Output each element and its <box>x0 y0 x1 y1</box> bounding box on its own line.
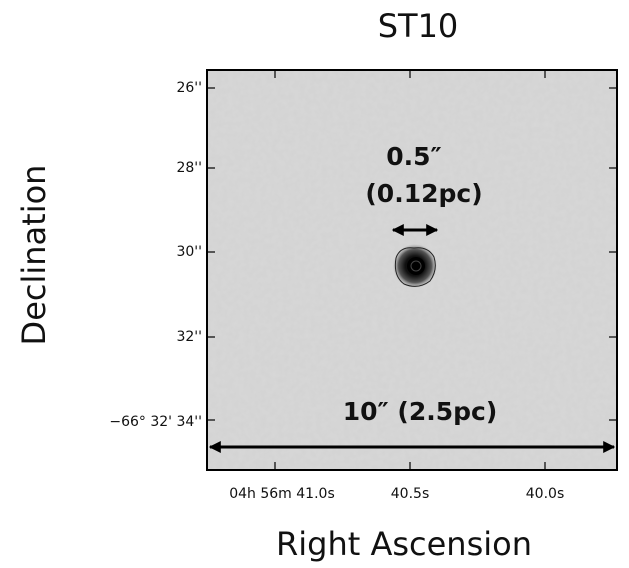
y-tick-label: 26'' <box>176 80 202 96</box>
y-tick-label: −66° 32' 34'' <box>109 414 202 430</box>
x-axis-label: Right Ascension <box>276 525 532 563</box>
x-tick-label: 40.5s <box>391 486 429 502</box>
image-panel <box>206 69 618 471</box>
x-tick-label: 40.0s <box>526 486 564 502</box>
y-tick-label: 32'' <box>176 329 202 345</box>
y-axis-label: Declination <box>15 165 53 346</box>
title: ST10 <box>378 7 459 45</box>
annotation: 0.5″ <box>386 142 441 171</box>
arrows <box>208 224 616 453</box>
y-tick-label: 30'' <box>176 244 202 260</box>
annotation: 10″ (2.5pc) <box>343 397 498 426</box>
annotation: (0.12pc) <box>365 179 482 208</box>
y-tick-label: 28'' <box>176 160 202 176</box>
x-tick-label: 04h 56m 41.0s <box>229 486 335 502</box>
